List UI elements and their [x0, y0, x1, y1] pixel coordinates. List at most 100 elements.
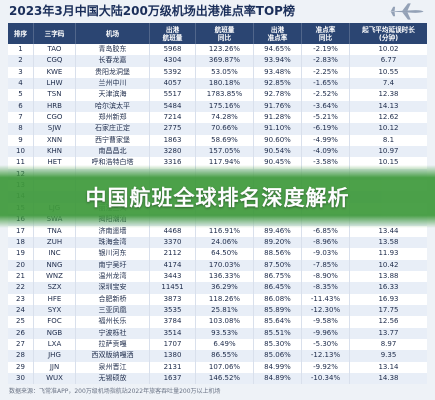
overlay-banner: 中国航班全球排名深度解析 — [0, 165, 435, 228]
cell-on-time-rate: 91.28% — [254, 112, 302, 124]
cell-flights-yoy: 70.66% — [196, 123, 254, 135]
header-rank: 排序 — [8, 23, 34, 44]
cell-airport: 南宁吴圩 — [76, 259, 150, 271]
header-code: 三字码 — [34, 23, 76, 44]
cell-rank: 19 — [8, 248, 34, 260]
cell-rank: 28 — [8, 350, 34, 362]
cell-code: SYX — [34, 304, 76, 317]
cell-departure-flights: 2775 — [150, 123, 196, 135]
cell-on-time-rate: 87.50% — [254, 259, 302, 271]
cell-avg-delay: 13.77 — [378, 328, 399, 337]
cell-on-time-yoy: -3.64% — [302, 100, 350, 113]
cell-airport: 长春龙嘉 — [76, 55, 150, 67]
cell-on-time-yoy: -9.58% — [302, 316, 350, 328]
cell-departure-flights: 3443 — [150, 270, 196, 283]
table-row: 29 JJN 泉州晋江 2131 107.06% 84.99% -9.92% 13.14 — [8, 361, 427, 373]
cell-on-time-rate: 93.94% — [254, 55, 302, 67]
cell-avg-delay: 6.77 — [380, 56, 397, 65]
cell-rank: 27 — [8, 338, 34, 351]
table-row: 1 TAO 青岛胶东 5968 123.26% 94.65% -2.19% 10.02 — [8, 44, 427, 56]
cell-airport: 合肥新桥 — [76, 293, 150, 305]
cell-departure-flights: 5517 — [150, 89, 196, 101]
cell-rank: 17 — [8, 225, 34, 237]
cell-airport: 贵阳龙洞堡 — [76, 66, 150, 79]
table-row: 17 TNA 济南遥墙 4468 116.91% 89.46% -6.85% 13.44 — [8, 225, 427, 237]
cell-avg-delay: 13.58 — [378, 237, 399, 246]
cell-flights-yoy: 123.26% — [196, 44, 254, 56]
cell-flights-yoy: 103.08% — [196, 316, 254, 328]
cell-on-time-rate: 85.89% — [254, 304, 302, 317]
cell-departure-flights: 11451 — [150, 282, 196, 294]
cell-airport: 深圳宝安 — [76, 282, 150, 294]
cell-code: TAO — [34, 44, 76, 56]
header-avg-delay: 起飞平均延误时长 (分钟) — [362, 25, 415, 42]
cell-flights-yoy: 24.06% — [196, 236, 254, 249]
cell-on-time-rate: 85.64% — [254, 316, 302, 328]
cell-code: JJN — [34, 361, 76, 373]
cell-on-time-rate: 85.30% — [254, 338, 302, 351]
cell-avg-delay: 14.38 — [378, 373, 399, 382]
cell-on-time-rate: 85.51% — [254, 327, 302, 339]
cell-on-time-yoy: -8.35% — [302, 282, 350, 294]
cell-airport: 拉萨贡嘎 — [76, 338, 150, 351]
cell-on-time-rate: 88.56% — [254, 248, 302, 260]
cell-rank: 2 — [8, 55, 34, 67]
cell-airport: 泉州晋江 — [76, 361, 150, 373]
table-row: 19 INC 银川河东 2112 64.50% 88.56% -9.03% 11.93 — [8, 248, 427, 260]
cell-avg-delay: 8.97 — [380, 339, 397, 348]
table-row: 26 NGB 宁波栎社 3514 93.53% 85.51% -9.96% 13.77 — [8, 327, 427, 339]
cell-rank: 1 — [8, 44, 34, 56]
table-row: 2 CGQ 长春龙嘉 4304 369.87% 93.94% -2.83% 6.77 — [8, 55, 427, 67]
cell-on-time-yoy: -5.21% — [302, 112, 350, 124]
cell-avg-delay: 12.38 — [378, 90, 399, 99]
cell-departure-flights: 1380 — [150, 350, 196, 362]
cell-code: NNG — [34, 259, 76, 271]
cell-departure-flights: 4057 — [150, 78, 196, 90]
cell-on-time-yoy: -9.03% — [302, 248, 350, 260]
cell-flights-yoy: 180.18% — [196, 78, 254, 90]
cell-code: JHG — [34, 350, 76, 362]
cell-on-time-rate: 86.45% — [254, 282, 302, 294]
cell-flights-yoy: 117.94% — [196, 157, 254, 169]
cell-airport: 南昌昌北 — [76, 146, 150, 158]
source-note: 数据来源：飞常准APP，200万级机场指航站2022年旅客吞吐量200万以上机场 — [9, 388, 221, 395]
table-row: 10 KHN 南昌昌北 3280 157.05% 90.54% -4.09% 10.97 — [8, 146, 427, 158]
cell-departure-flights: 5392 — [150, 66, 196, 79]
cell-rank: 24 — [8, 304, 34, 317]
cell-on-time-rate: 84.89% — [254, 372, 302, 385]
cell-code: KHN — [34, 146, 76, 158]
cell-rank: 23 — [8, 293, 34, 305]
cell-on-time-yoy: -6.85% — [302, 225, 350, 237]
cell-code: CGQ — [34, 55, 76, 67]
table-row: 21 WNZ 温州龙湾 3443 136.33% 86.75% -8.90% 13.88 — [8, 270, 427, 283]
table-row: 8 SJW 石家庄正定 2775 70.66% 91.10% -6.19% 10.12 — [8, 123, 427, 135]
banner-title: 中国航班全球排名深度解析 — [85, 185, 350, 210]
cell-code: INC — [34, 248, 76, 260]
cell-code: LHW — [34, 78, 76, 90]
cell-avg-delay: 9.35 — [380, 351, 397, 360]
cell-avg-delay: 12.62 — [378, 113, 399, 122]
cell-departure-flights: 3784 — [150, 316, 196, 328]
cell-avg-delay: 16.33 — [378, 283, 399, 292]
cell-avg-delay: 11.93 — [378, 249, 399, 258]
cell-avg-delay: 10.15 — [378, 158, 399, 167]
cell-departure-flights: 4174 — [150, 259, 196, 271]
cell-rank: 18 — [8, 236, 34, 249]
cell-departure-flights: 5968 — [150, 44, 196, 56]
cell-flights-yoy: 93.53% — [196, 327, 254, 339]
page-title: 2023年3月中国大陆200万级机场出港准点率TOP榜 — [9, 4, 295, 18]
cell-on-time-yoy: -9.96% — [302, 327, 350, 339]
cell-airport: 石家庄正定 — [76, 123, 150, 135]
table-row: 5 TSN 天津滨海 5517 1783.85% 92.78% -2.52% 12.38 — [8, 89, 427, 101]
cell-code: LXA — [34, 338, 76, 351]
cell-on-time-yoy: -6.19% — [302, 123, 350, 135]
cell-airport: 济南遥墙 — [76, 225, 150, 237]
cell-departure-flights: 3873 — [150, 293, 196, 305]
cell-on-time-rate: 86.08% — [254, 293, 302, 305]
cell-airport: 兰州中川 — [76, 78, 150, 90]
cell-departure-flights: 3280 — [150, 146, 196, 158]
cell-on-time-rate: 92.85% — [254, 78, 302, 90]
cell-rank: 25 — [8, 316, 34, 328]
cell-airport: 青岛胶东 — [76, 44, 150, 56]
cell-flights-yoy: 157.05% — [196, 146, 254, 158]
